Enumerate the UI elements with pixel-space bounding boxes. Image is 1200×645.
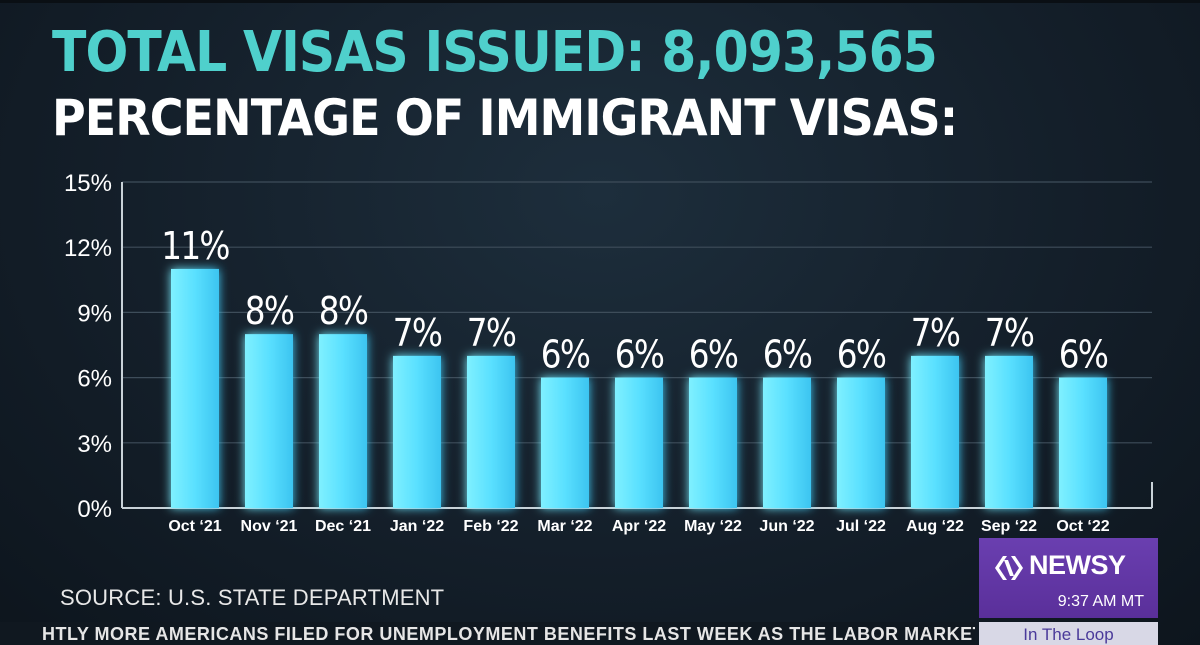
- bar-value-label: 6%: [541, 333, 590, 377]
- chart-subtitle: PERCENTAGE OF IMMIGRANT VISAS:: [52, 89, 958, 147]
- y-tick-label: 3%: [77, 431, 112, 458]
- bar-value-label: 7%: [985, 312, 1034, 356]
- bar: [541, 377, 589, 508]
- news-ticker: HTLY MORE AMERICANS FILED FOR UNEMPLOYME…: [0, 622, 975, 645]
- x-tick-label: Dec ‘21: [315, 518, 371, 535]
- x-tick-label: Mar ‘22: [537, 518, 592, 535]
- bar: [689, 377, 737, 508]
- bar: [615, 377, 663, 508]
- bar-value-label: 6%: [689, 333, 738, 377]
- y-tick-label: 12%: [64, 235, 112, 262]
- x-tick-label: Oct ‘21: [168, 518, 221, 535]
- bar-value-label: 6%: [763, 333, 812, 377]
- x-tick-label: Apr ‘22: [612, 518, 666, 535]
- x-tick-label: Oct ‘22: [1056, 518, 1109, 535]
- x-tick-label: May ‘22: [684, 518, 742, 535]
- ticker-text: HTLY MORE AMERICANS FILED FOR UNEMPLOYME…: [42, 624, 975, 644]
- bar-value-label: 11%: [161, 225, 229, 269]
- bar-value-label: 8%: [245, 290, 294, 334]
- x-tick-label: Aug ‘22: [906, 518, 964, 535]
- broadcast-time: 9:37 AM MT: [1057, 593, 1144, 610]
- newsy-branding: NEWSY 9:37 AM MT: [979, 538, 1158, 618]
- y-tick-label: 15%: [64, 170, 112, 197]
- bar-value-label: 7%: [393, 312, 442, 356]
- source-caption: SOURCE: U.S. STATE DEPARTMENT: [60, 585, 445, 610]
- x-tick-label: Nov ‘21: [241, 518, 298, 535]
- bar: [245, 334, 293, 508]
- x-tick-label: Jun ‘22: [759, 518, 814, 535]
- bar-value-label: 7%: [467, 312, 516, 356]
- bar: [171, 268, 219, 508]
- newsy-logo-icon: [995, 556, 1023, 580]
- bar: [911, 355, 959, 508]
- bar: [837, 377, 885, 508]
- y-axis-ticks: 0% 3% 6% 9% 12% 15%: [64, 170, 112, 523]
- bar-value-label: 6%: [837, 333, 886, 377]
- x-tick-label: Feb ‘22: [463, 518, 518, 535]
- bar: [319, 334, 367, 508]
- bar: [1059, 377, 1107, 508]
- bar-value-label: 7%: [911, 312, 960, 356]
- x-tick-label: Sep ‘22: [981, 518, 1037, 535]
- bar: [467, 355, 515, 508]
- value-labels: 11% 8% 8% 7% 7% 6% 6% 6% 6% 6% 7% 7% 6%: [161, 225, 1109, 378]
- program-label: In The Loop: [979, 622, 1158, 645]
- newsy-name: NEWSY: [1029, 550, 1126, 580]
- program-name: In The Loop: [1023, 625, 1114, 644]
- y-tick-label: 6%: [77, 366, 112, 393]
- y-tick-label: 9%: [77, 300, 112, 327]
- top-edge: [0, 0, 1200, 3]
- bars: [171, 268, 1107, 508]
- x-tick-label: Jan ‘22: [390, 518, 444, 535]
- x-axis-ticks: Oct ‘21 Nov ‘21 Dec ‘21 Jan ‘22 Feb ‘22 Mar ‘…: [168, 518, 1109, 535]
- bar: [985, 355, 1033, 508]
- bar: [763, 377, 811, 508]
- bar-value-label: 8%: [319, 290, 368, 334]
- bar-value-label: 6%: [615, 333, 664, 377]
- bar: [393, 355, 441, 508]
- bar-value-label: 6%: [1059, 333, 1108, 377]
- y-tick-label: 0%: [77, 496, 112, 523]
- chart-title: TOTAL VISAS ISSUED: 8,093,565: [52, 20, 938, 85]
- x-tick-label: Jul ‘22: [836, 518, 886, 535]
